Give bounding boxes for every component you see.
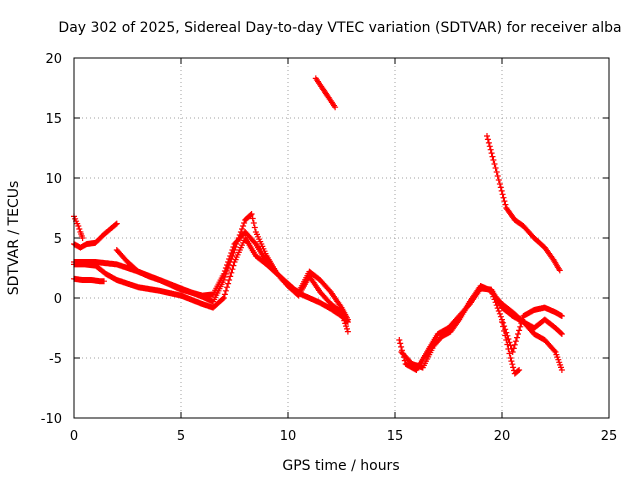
- series-markers-arc-d: [71, 235, 351, 335]
- x-tick-label-2: 10: [280, 429, 297, 444]
- series-arc-e: [71, 275, 107, 285]
- series-line-arc-d: [74, 237, 349, 332]
- x-tick-label-5: 25: [601, 429, 618, 444]
- series-markers-arc-f: [113, 211, 351, 323]
- series-markers-arc-k: [484, 133, 563, 274]
- series-markers-arc-g: [312, 75, 339, 111]
- series-arc-k: [484, 133, 563, 274]
- x-tick-label-1: 5: [177, 429, 185, 444]
- series-arc-h: [396, 285, 565, 373]
- chart-title: Day 302 of 2025, Sidereal Day-to-day VTE…: [58, 20, 621, 36]
- y-tick-label-0: -10: [41, 412, 62, 427]
- y-tick-label-3: 5: [54, 232, 62, 247]
- series-markers-arc-j: [488, 289, 565, 373]
- y-axis-label: SDTVAR / TECUs: [6, 181, 22, 296]
- y-tick-label-6: 20: [45, 52, 62, 67]
- series-arc-j: [488, 289, 565, 373]
- series-arc-g: [312, 75, 339, 111]
- x-tick-label-0: 0: [70, 429, 78, 444]
- series-markers-arc-l: [499, 319, 523, 377]
- series-arc-d: [71, 235, 351, 335]
- y-tick-label-1: -5: [49, 352, 62, 367]
- y-tick-label-4: 10: [45, 172, 62, 187]
- grid: [74, 58, 609, 418]
- series-arc-l: [499, 319, 523, 377]
- y-tick-label-2: 0: [54, 292, 62, 307]
- data-series: [71, 75, 565, 377]
- x-tick-label-3: 15: [387, 429, 404, 444]
- series-markers-arc-e: [71, 275, 107, 285]
- series-markers-arc-b: [71, 213, 86, 241]
- y-tick-label-5: 15: [45, 112, 62, 127]
- series-arc-f: [113, 211, 351, 323]
- series-markers-arc-h: [396, 285, 565, 373]
- axis-ticks: 0 5 10 15 20 25 -10 -5 0 5 10 15 20: [41, 52, 618, 444]
- series-arc-b: [71, 213, 86, 241]
- x-tick-label-4: 20: [494, 429, 511, 444]
- x-axis-label: GPS time / hours: [282, 458, 399, 474]
